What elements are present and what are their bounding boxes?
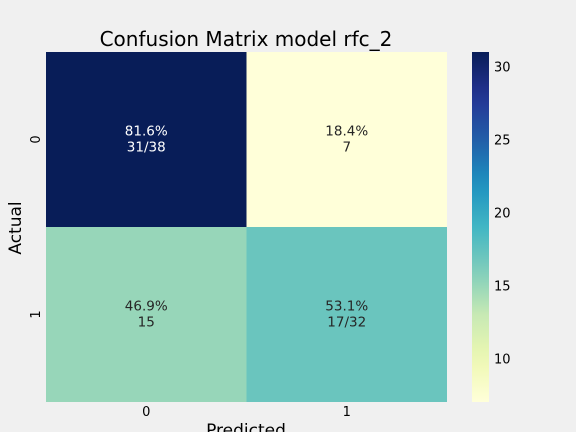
- colorbar-tick-label-25: 25: [494, 134, 511, 149]
- y-axis-ticks: 01: [29, 135, 44, 318]
- chart-title: Confusion Matrix model rfc_2: [100, 27, 393, 51]
- colorbar-tick-label-10: 10: [494, 352, 511, 367]
- cell-annotation-1-0-0: 46.9%: [125, 299, 168, 315]
- y-axis-label: Actual: [6, 201, 26, 254]
- cell-annotation-1-0-1: 15: [138, 315, 155, 331]
- y-tick-label-1: 1: [29, 310, 44, 318]
- cell-annotation-0-1-0: 18.4%: [325, 124, 368, 140]
- colorbar-ticks: 10 15 20 25 30: [494, 61, 511, 368]
- cell-annotation-0-0-1: 31/38: [127, 140, 166, 156]
- x-tick-label-0: 0: [142, 405, 150, 420]
- colorbar-tick-label-30: 30: [494, 61, 511, 76]
- cell-annotation-0-1-1: 7: [342, 140, 351, 156]
- x-tick-label-1: 1: [343, 405, 351, 420]
- x-axis-label: Predicted: [206, 421, 286, 432]
- colorbar-tick-label-15: 15: [494, 279, 511, 294]
- cell-annotation-1-1-1: 17/32: [327, 315, 366, 331]
- y-tick-label-0: 0: [29, 135, 44, 143]
- heatmap-cells: 81.6%31/38 18.4%7 46.9%15 53.1%17/32: [46, 52, 447, 402]
- colorbar-tick-label-20: 20: [494, 206, 511, 221]
- cell-annotation-1-1-0: 53.1%: [325, 299, 368, 315]
- cell-annotation-0-0-0: 81.6%: [125, 124, 168, 140]
- colorbar: [472, 52, 489, 402]
